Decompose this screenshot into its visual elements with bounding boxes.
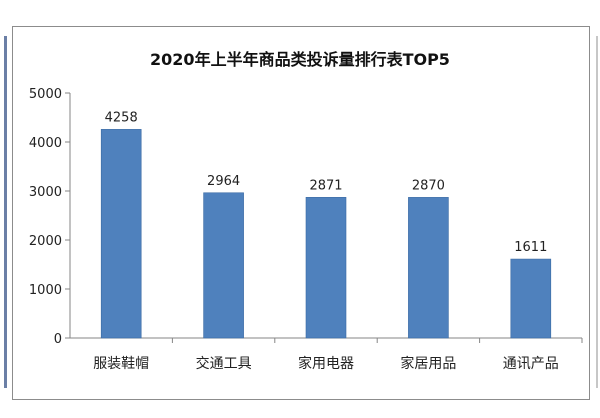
y-tick-label: 2000 (29, 234, 62, 249)
chart-title: 2020年上半年商品类投诉量排行表TOP5 (150, 50, 450, 69)
bar (408, 197, 449, 339)
bar-data-label: 1611 (514, 240, 547, 255)
x-tick-label: 通讯产品 (503, 356, 559, 372)
bar (305, 197, 347, 339)
bar (510, 258, 552, 339)
x-tick-label: 家居用品 (400, 355, 456, 372)
image-left-edge (4, 36, 7, 388)
x-tick-label: 家用电器 (298, 355, 354, 372)
y-tick-label: 4000 (29, 136, 62, 151)
bar-data-label: 4258 (105, 110, 138, 125)
image-right-edge (596, 36, 598, 388)
y-tick-label: 3000 (29, 185, 62, 200)
y-tick-label: 1000 (29, 283, 62, 298)
bar-data-label: 2870 (412, 178, 445, 193)
bar-data-label: 2871 (309, 178, 342, 193)
bar (203, 192, 244, 339)
x-tick-label: 服装鞋帽 (93, 356, 149, 372)
y-tick-label: 5000 (29, 87, 62, 102)
y-tick-label: 0 (54, 332, 62, 347)
bar (100, 129, 142, 339)
bar-data-label: 2964 (207, 174, 240, 189)
x-tick-label: 交通工具 (196, 355, 252, 372)
